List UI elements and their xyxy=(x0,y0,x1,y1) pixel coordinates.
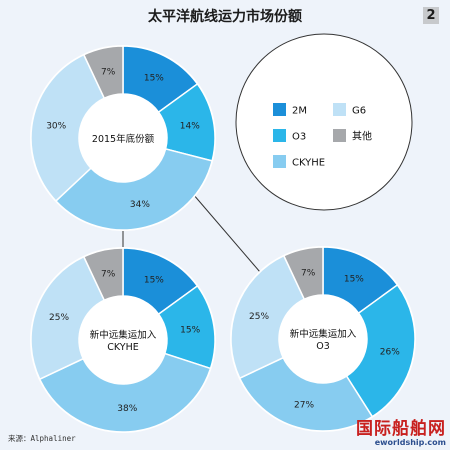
slice-label-其他: 7% xyxy=(301,269,316,279)
watermark-sub-text: eworldship.com xyxy=(374,438,446,447)
legend-label-其他: 其他 xyxy=(352,130,372,143)
slice-label-ckyhe: 38% xyxy=(117,404,137,414)
slice-ckyhe xyxy=(54,148,214,231)
donut-charts: 15% 14% 34% 30% 7% 2015年底份额 15% 15% 38% 25% 7% 新中远集… xyxy=(30,45,416,433)
connector-line-right xyxy=(192,193,261,273)
legend-label-2m: 2M xyxy=(292,106,307,117)
slice-label-ckyhe: 27% xyxy=(294,400,314,410)
slice-其他 xyxy=(82,247,124,302)
donut-chart-1: 15% 14% 34% 30% 7% 2015年底份额 xyxy=(30,45,216,231)
slice-label-2m: 15% xyxy=(144,73,164,83)
legend-swatch-2m xyxy=(273,103,286,116)
slice-label-2m: 15% xyxy=(344,274,364,284)
slice-o3 xyxy=(345,283,416,418)
legend-swatch-o3 xyxy=(273,129,286,142)
source-note: 来源：Alphaliner xyxy=(8,434,76,443)
donut-center-label: 新中远集运加入 xyxy=(290,328,357,340)
legend-swatch-其他 xyxy=(333,129,346,142)
donut-center-label: 新中远集运加入 xyxy=(90,329,157,341)
donut-center-label: O3 xyxy=(316,341,330,352)
donut-center-label: CKYHE xyxy=(107,342,138,353)
slice-label-g6: 25% xyxy=(49,313,69,323)
slice-label-g6: 25% xyxy=(249,312,269,322)
legend-label-g6: G6 xyxy=(352,106,366,117)
slice-label-o3: 14% xyxy=(180,121,200,131)
legend-label-ckyhe: CKYHE xyxy=(292,158,325,169)
watermark-main-text: 国际船舶网 xyxy=(356,419,446,439)
slice-g6 xyxy=(30,53,106,203)
legend-swatch-g6 xyxy=(333,103,346,116)
slice-label-ckyhe: 34% xyxy=(130,200,150,210)
donut-center-label: 2015年底份额 xyxy=(92,133,155,145)
slice-label-g6: 30% xyxy=(46,121,66,131)
legend-swatch-ckyhe xyxy=(273,155,286,168)
slice-其他 xyxy=(82,45,124,100)
slice-label-o3: 26% xyxy=(380,348,400,358)
slice-label-2m: 15% xyxy=(144,275,164,285)
slice-ckyhe xyxy=(238,356,374,432)
chart-title: 太平洋航线运力市场份额 xyxy=(148,9,302,25)
slice-label-o3: 15% xyxy=(180,325,200,335)
slice-g6 xyxy=(230,254,306,380)
legend-circle xyxy=(235,33,413,211)
watermark-logo: 国际船舶网 eworldship.com xyxy=(326,420,446,447)
connector-lines xyxy=(122,193,261,273)
slice-label-其他: 7% xyxy=(101,270,116,280)
legend-label-o3: O3 xyxy=(292,132,306,143)
slice-ckyhe xyxy=(38,352,212,433)
page-number-badge: 2 xyxy=(423,7,439,24)
legend: 2M G6 O3 其他 CKYHE xyxy=(235,33,413,211)
slice-label-其他: 7% xyxy=(101,68,116,78)
slice-g6 xyxy=(30,255,106,381)
slice-其他 xyxy=(282,246,324,301)
